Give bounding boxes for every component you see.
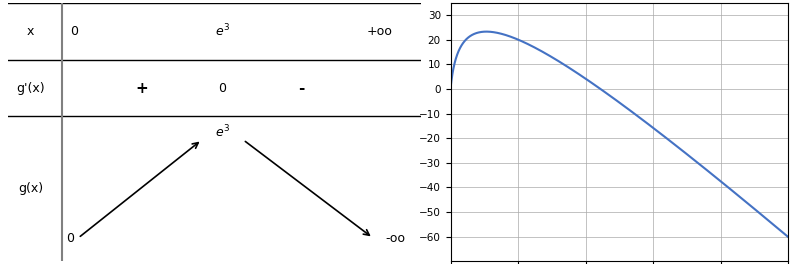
Text: 0: 0 [218, 82, 227, 95]
Text: $e^3$: $e^3$ [215, 124, 230, 140]
Text: -: - [298, 81, 304, 96]
Text: $e^3$: $e^3$ [215, 23, 230, 39]
Text: g(x): g(x) [18, 182, 43, 195]
Text: x: x [27, 25, 34, 37]
Text: -oo: -oo [385, 232, 405, 244]
Text: +oo: +oo [366, 25, 392, 37]
Text: 0: 0 [70, 25, 78, 37]
Text: g'(x): g'(x) [17, 82, 45, 95]
Text: 0: 0 [66, 232, 74, 244]
Text: +: + [135, 81, 148, 96]
